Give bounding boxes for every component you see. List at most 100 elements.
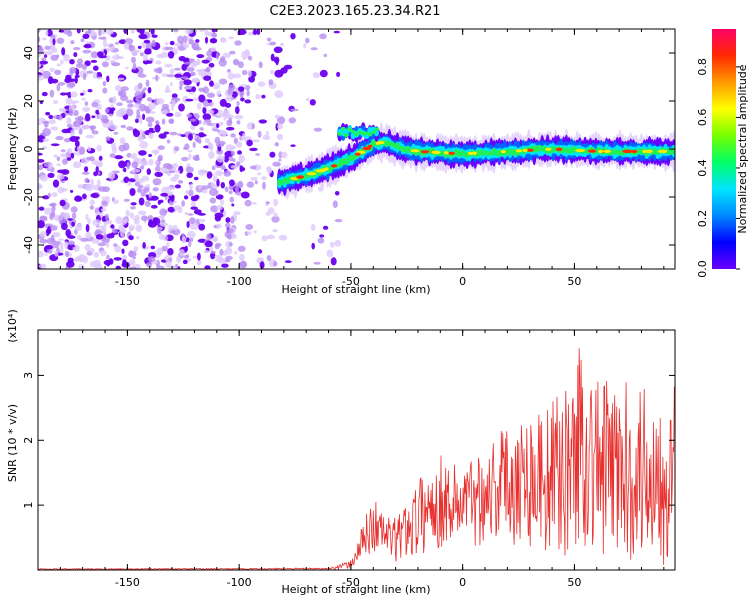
- noise-point: [175, 43, 182, 47]
- noise-point: [151, 40, 155, 47]
- noise-point: [258, 81, 266, 87]
- top-ytick-label: -40: [22, 236, 35, 254]
- noise-point: [80, 93, 84, 96]
- colorbar-tick-label: 0.4: [696, 159, 709, 177]
- signal-point: [351, 130, 356, 134]
- noise-point: [65, 251, 69, 257]
- noise-point: [188, 134, 193, 141]
- bottom-ytick-label: 2: [22, 437, 35, 444]
- noise-point: [61, 149, 66, 152]
- noise-point: [168, 225, 173, 232]
- noise-point: [318, 238, 325, 244]
- snr-panel: -150 -100 -50 0 50 123 Height of straight li…: [6, 309, 675, 596]
- noise-point: [131, 29, 134, 34]
- noise-point: [167, 74, 175, 77]
- noise-point: [99, 156, 103, 161]
- noise-point: [257, 172, 261, 175]
- noise-point: [136, 236, 139, 239]
- noise-point: [230, 133, 235, 137]
- chart-title: C2E3.2023.165.23.34.R21: [269, 4, 440, 19]
- noise-point: [274, 212, 278, 217]
- noise-point: [108, 114, 113, 117]
- signal-peak: [355, 153, 361, 156]
- noise-point: [194, 209, 202, 214]
- noise-point: [229, 242, 233, 246]
- noise-point: [53, 100, 58, 104]
- noise-point: [57, 63, 61, 66]
- noise-point: [109, 124, 118, 130]
- noise-point: [230, 216, 234, 223]
- noise-point: [62, 158, 68, 164]
- noise-point: [170, 41, 175, 45]
- noise-point: [85, 214, 88, 220]
- noise-point: [126, 100, 133, 104]
- noise-point: [61, 47, 65, 55]
- noise-point: [157, 228, 161, 234]
- noise-point: [51, 143, 60, 146]
- noise-point: [50, 90, 55, 98]
- noise-point: [60, 60, 64, 65]
- noise-point: [155, 160, 158, 165]
- noise-point: [215, 213, 224, 219]
- noise-point: [156, 98, 164, 104]
- noise-point: [243, 57, 246, 60]
- noise-point: [47, 173, 54, 178]
- noise-point: [102, 61, 109, 67]
- noise-point: [246, 90, 249, 97]
- noise-point: [106, 233, 114, 238]
- noise-point: [207, 171, 213, 179]
- noise-point: [182, 236, 186, 244]
- bottom-y-scale-label: (x10⁴): [6, 309, 19, 343]
- noise-point: [40, 231, 47, 238]
- signal-peak: [661, 150, 667, 153]
- noise-point: [165, 47, 174, 50]
- noise-point: [50, 225, 57, 231]
- noise-point: [248, 56, 252, 61]
- noise-point: [148, 256, 155, 262]
- noise-point: [252, 202, 257, 205]
- bottom-xtick-label: -100: [227, 576, 252, 589]
- noise-point: [106, 76, 109, 83]
- signal-peak: [449, 152, 455, 155]
- noise-point: [277, 134, 283, 141]
- noise-point: [259, 61, 263, 68]
- noise-point: [258, 249, 262, 253]
- noise-point: [196, 54, 204, 58]
- noise-point: [83, 73, 86, 80]
- bottom-xtick-label: 0: [459, 576, 466, 589]
- noise-point: [263, 135, 268, 140]
- noise-point: [129, 250, 133, 257]
- noise-point: [57, 187, 64, 194]
- signal-point: [344, 133, 349, 137]
- signal-point: [337, 132, 342, 136]
- noise-point: [84, 178, 89, 183]
- noise-point: [101, 201, 107, 205]
- noise-point: [198, 219, 205, 223]
- noise-point: [311, 47, 318, 50]
- noise-point: [53, 115, 59, 118]
- noise-point: [216, 90, 221, 96]
- noise-point: [121, 249, 124, 254]
- noise-point: [129, 188, 135, 196]
- noise-point: [198, 88, 205, 92]
- noise-point: [165, 42, 169, 45]
- top-xtick-label: 0: [459, 275, 466, 288]
- noise-point: [123, 219, 127, 224]
- noise-point: [310, 99, 316, 105]
- signal-peak: [575, 149, 585, 152]
- noise-point: [247, 231, 252, 235]
- noise-point: [212, 166, 216, 171]
- noise-point: [69, 109, 74, 117]
- noise-point: [211, 39, 216, 44]
- noise-point: [37, 37, 40, 43]
- noise-point: [122, 240, 128, 247]
- noise-point: [184, 143, 189, 150]
- noise-point: [53, 38, 56, 45]
- colorbar-tick-label: 0.6: [696, 109, 709, 127]
- noise-point: [164, 210, 168, 213]
- signal-peak: [331, 164, 338, 167]
- noise-point: [161, 52, 169, 58]
- noise-point: [140, 52, 144, 56]
- noise-point: [270, 70, 274, 75]
- noise-point: [138, 74, 147, 78]
